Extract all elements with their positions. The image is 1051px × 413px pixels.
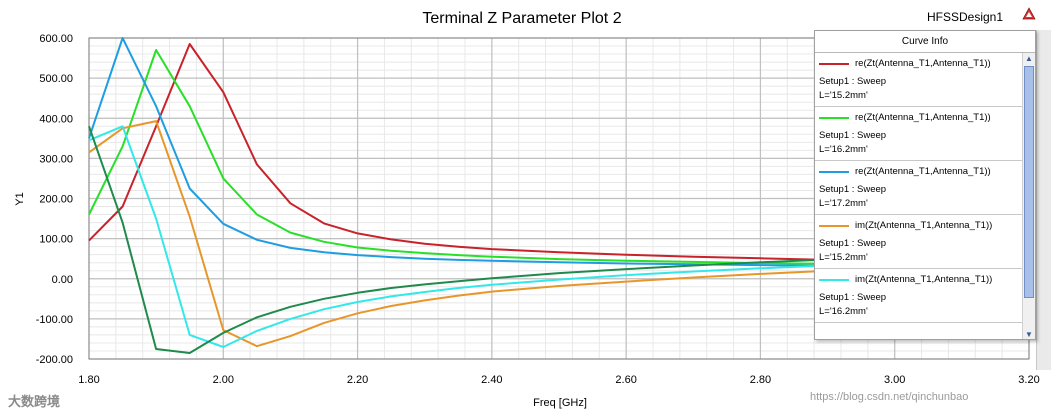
- curve-setup: Setup1 : Sweep: [819, 292, 887, 303]
- y-tick-label: 200.00: [39, 194, 73, 206]
- x-tick-label: 2.40: [481, 374, 502, 386]
- chart-title: Terminal Z Parameter Plot 2: [422, 10, 621, 27]
- scrollbar-thumb[interactable]: [1024, 66, 1034, 298]
- legend-entry[interactable]: im(Zt(Antenna_T1,Antenna_T1)) Setup1 : S…: [815, 215, 1022, 269]
- y-tick-label: -100.00: [36, 314, 73, 326]
- curve-swatch: [819, 171, 849, 173]
- curve-expression: re(Zt(Antenna_T1,Antenna_T1)): [855, 58, 991, 69]
- curve-expression: re(Zt(Antenna_T1,Antenna_T1)): [855, 166, 991, 177]
- x-tick-label: 2.60: [615, 374, 636, 386]
- curve-setup: Setup1 : Sweep: [819, 184, 887, 195]
- curve-expression: re(Zt(Antenna_T1,Antenna_T1)): [855, 112, 991, 123]
- curve-param: L='15.2mm': [819, 90, 868, 101]
- y-tick-label: 500.00: [39, 73, 73, 85]
- y-tick-label: 600.00: [39, 33, 73, 45]
- curve-param: L='16.2mm': [819, 144, 868, 155]
- x-axis-label: Freq [GHz]: [533, 397, 587, 409]
- x-tick-label: 2.00: [213, 374, 234, 386]
- legend-entry[interactable]: re(Zt(Antenna_T1,Antenna_T1)) Setup1 : S…: [815, 161, 1022, 215]
- watermark-url: https://blog.csdn.net/qinchunbao: [810, 391, 969, 403]
- x-tick-label: 2.80: [750, 374, 771, 386]
- curve-param: L='15.2mm': [819, 252, 868, 263]
- legend-entry[interactable]: re(Zt(Antenna_T1,Antenna_T1)) Setup1 : S…: [815, 53, 1022, 107]
- y-tick-label: 0.00: [52, 274, 73, 286]
- design-name: HFSSDesign1: [927, 10, 1003, 24]
- series-line[interactable]: [88, 125, 1030, 354]
- legend-title: Curve Info: [815, 31, 1035, 53]
- legend-entry[interactable]: im(Zt(Antenna_T1,Antenna_T1)) Setup1 : S…: [815, 269, 1022, 323]
- curve-info-legend[interactable]: Curve Info re(Zt(Antenna_T1,Antenna_T1))…: [814, 30, 1036, 340]
- curve-swatch: [819, 225, 849, 227]
- x-tick-label: 3.00: [884, 374, 905, 386]
- curve-swatch: [819, 63, 849, 65]
- series-line[interactable]: [88, 49, 1030, 268]
- hfss-triangle-logo-icon: [1022, 7, 1036, 20]
- curve-expression: im(Zt(Antenna_T1,Antenna_T1)): [855, 220, 993, 231]
- curve-setup: Setup1 : Sweep: [819, 238, 887, 249]
- legend-scrollbar[interactable]: ▲ ▼: [1022, 53, 1035, 339]
- y-tick-label: 100.00: [39, 234, 73, 246]
- watermark-logo-text: 大数跨境: [8, 394, 61, 409]
- x-tick-label: 2.20: [347, 374, 368, 386]
- right-panel-strip: [1036, 30, 1051, 370]
- series-line[interactable]: [88, 125, 1030, 348]
- y-axis-label: Y1: [14, 192, 26, 205]
- curve-param: L='16.2mm': [819, 306, 868, 317]
- series-line[interactable]: [88, 120, 1030, 348]
- curve-setup: Setup1 : Sweep: [819, 130, 887, 141]
- curve-expression: im(Zt(Antenna_T1,Antenna_T1)): [855, 274, 993, 285]
- x-tick-label: 3.20: [1018, 374, 1039, 386]
- y-tick-label: -200.00: [36, 354, 73, 366]
- curve-param: L='17.2mm': [819, 198, 868, 209]
- scroll-up-arrow-icon[interactable]: ▲: [1025, 54, 1033, 63]
- scroll-down-arrow-icon[interactable]: ▼: [1025, 330, 1033, 339]
- series-line[interactable]: [88, 43, 1030, 265]
- y-tick-label: 300.00: [39, 153, 73, 165]
- legend-entry[interactable]: re(Zt(Antenna_T1,Antenna_T1)) Setup1 : S…: [815, 107, 1022, 161]
- curve-swatch: [819, 279, 849, 281]
- y-tick-label: 400.00: [39, 113, 73, 125]
- curve-swatch: [819, 117, 849, 119]
- curve-setup: Setup1 : Sweep: [819, 76, 887, 87]
- x-tick-label: 1.80: [78, 374, 99, 386]
